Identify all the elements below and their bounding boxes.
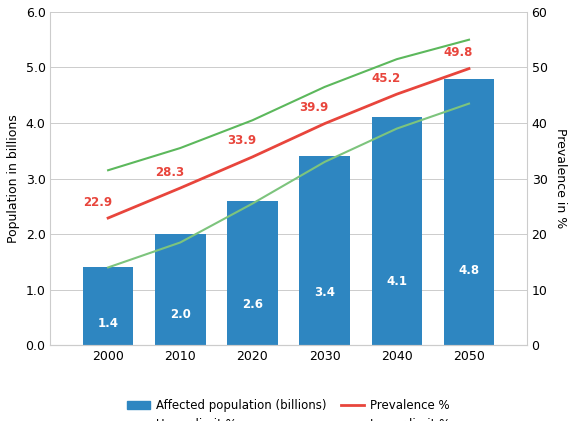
Text: 2.6: 2.6 (242, 298, 263, 311)
Bar (300, 156, 350, 345)
Text: 1.4: 1.4 (98, 317, 119, 330)
Bar (227, 201, 278, 345)
Text: 45.2: 45.2 (371, 72, 401, 85)
Text: 4.8: 4.8 (459, 264, 479, 277)
Text: 28.3: 28.3 (155, 165, 184, 179)
Text: 4.1: 4.1 (386, 275, 408, 288)
Text: 2.0: 2.0 (170, 308, 191, 321)
Bar (83, 267, 133, 345)
Y-axis label: Population in billions: Population in billions (7, 114, 20, 243)
Y-axis label: Prevalence in %: Prevalence in % (554, 128, 567, 229)
Bar (371, 117, 422, 345)
Bar (155, 234, 205, 345)
Text: 49.8: 49.8 (444, 46, 473, 59)
Text: 3.4: 3.4 (314, 286, 335, 299)
Text: 22.9: 22.9 (83, 196, 112, 208)
Text: 33.9: 33.9 (227, 134, 256, 147)
Bar (444, 79, 494, 345)
Text: 39.9: 39.9 (299, 101, 328, 114)
Legend: Affected population (billions), Upper limit %, Prevalence %, Lower limit %: Affected population (billions), Upper li… (122, 394, 455, 421)
